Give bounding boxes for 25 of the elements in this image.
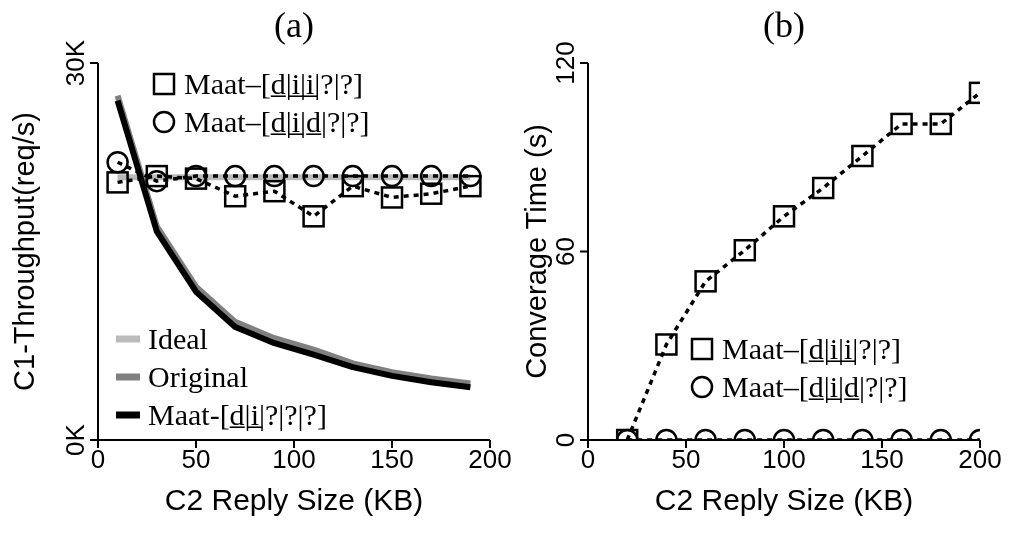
y-tick-label: 0 bbox=[550, 432, 580, 448]
x-tick-label: 50 bbox=[181, 444, 211, 475]
x-tick-label: 200 bbox=[468, 444, 512, 475]
x-tick-label: 100 bbox=[272, 444, 316, 475]
legend-label: Maat–[d̲|i̲|d̲|?|?] bbox=[722, 370, 908, 404]
y-tick-label: 0K bbox=[60, 423, 90, 456]
x-axis-title: C2 Reply Size (KB) bbox=[653, 482, 915, 518]
y-tick-label: 120 bbox=[550, 41, 580, 85]
legend-label: Maat-[d̲|i̲|?|?|?] bbox=[148, 398, 327, 432]
legend-label: Original bbox=[148, 360, 248, 394]
chart-title: (b) bbox=[762, 4, 806, 46]
x-tick-label: 150 bbox=[370, 444, 414, 475]
legend-label: Ideal bbox=[148, 322, 208, 356]
y-axis-title: C1-Throughput(req/s) bbox=[8, 112, 40, 391]
x-tick-label: 200 bbox=[958, 444, 1002, 475]
legend-label: Maat–[d̲|i̲|i̲|?|?] bbox=[722, 332, 901, 366]
chart-title: (a) bbox=[273, 4, 315, 46]
x-tick-label: 150 bbox=[860, 444, 904, 475]
x-tick-label: 50 bbox=[671, 444, 701, 475]
x-axis-title: C2 Reply Size (KB) bbox=[163, 482, 425, 518]
x-tick-label: 100 bbox=[762, 444, 806, 475]
legend-label: Maat–[d̲|i̲|i̲|?|?] bbox=[184, 67, 363, 101]
y-axis-title: Converage Time (s) bbox=[520, 124, 552, 379]
legend-label: Maat–[d̲|i̲|d̲|?|?] bbox=[184, 105, 370, 139]
y-tick-label: 30K bbox=[60, 39, 90, 87]
